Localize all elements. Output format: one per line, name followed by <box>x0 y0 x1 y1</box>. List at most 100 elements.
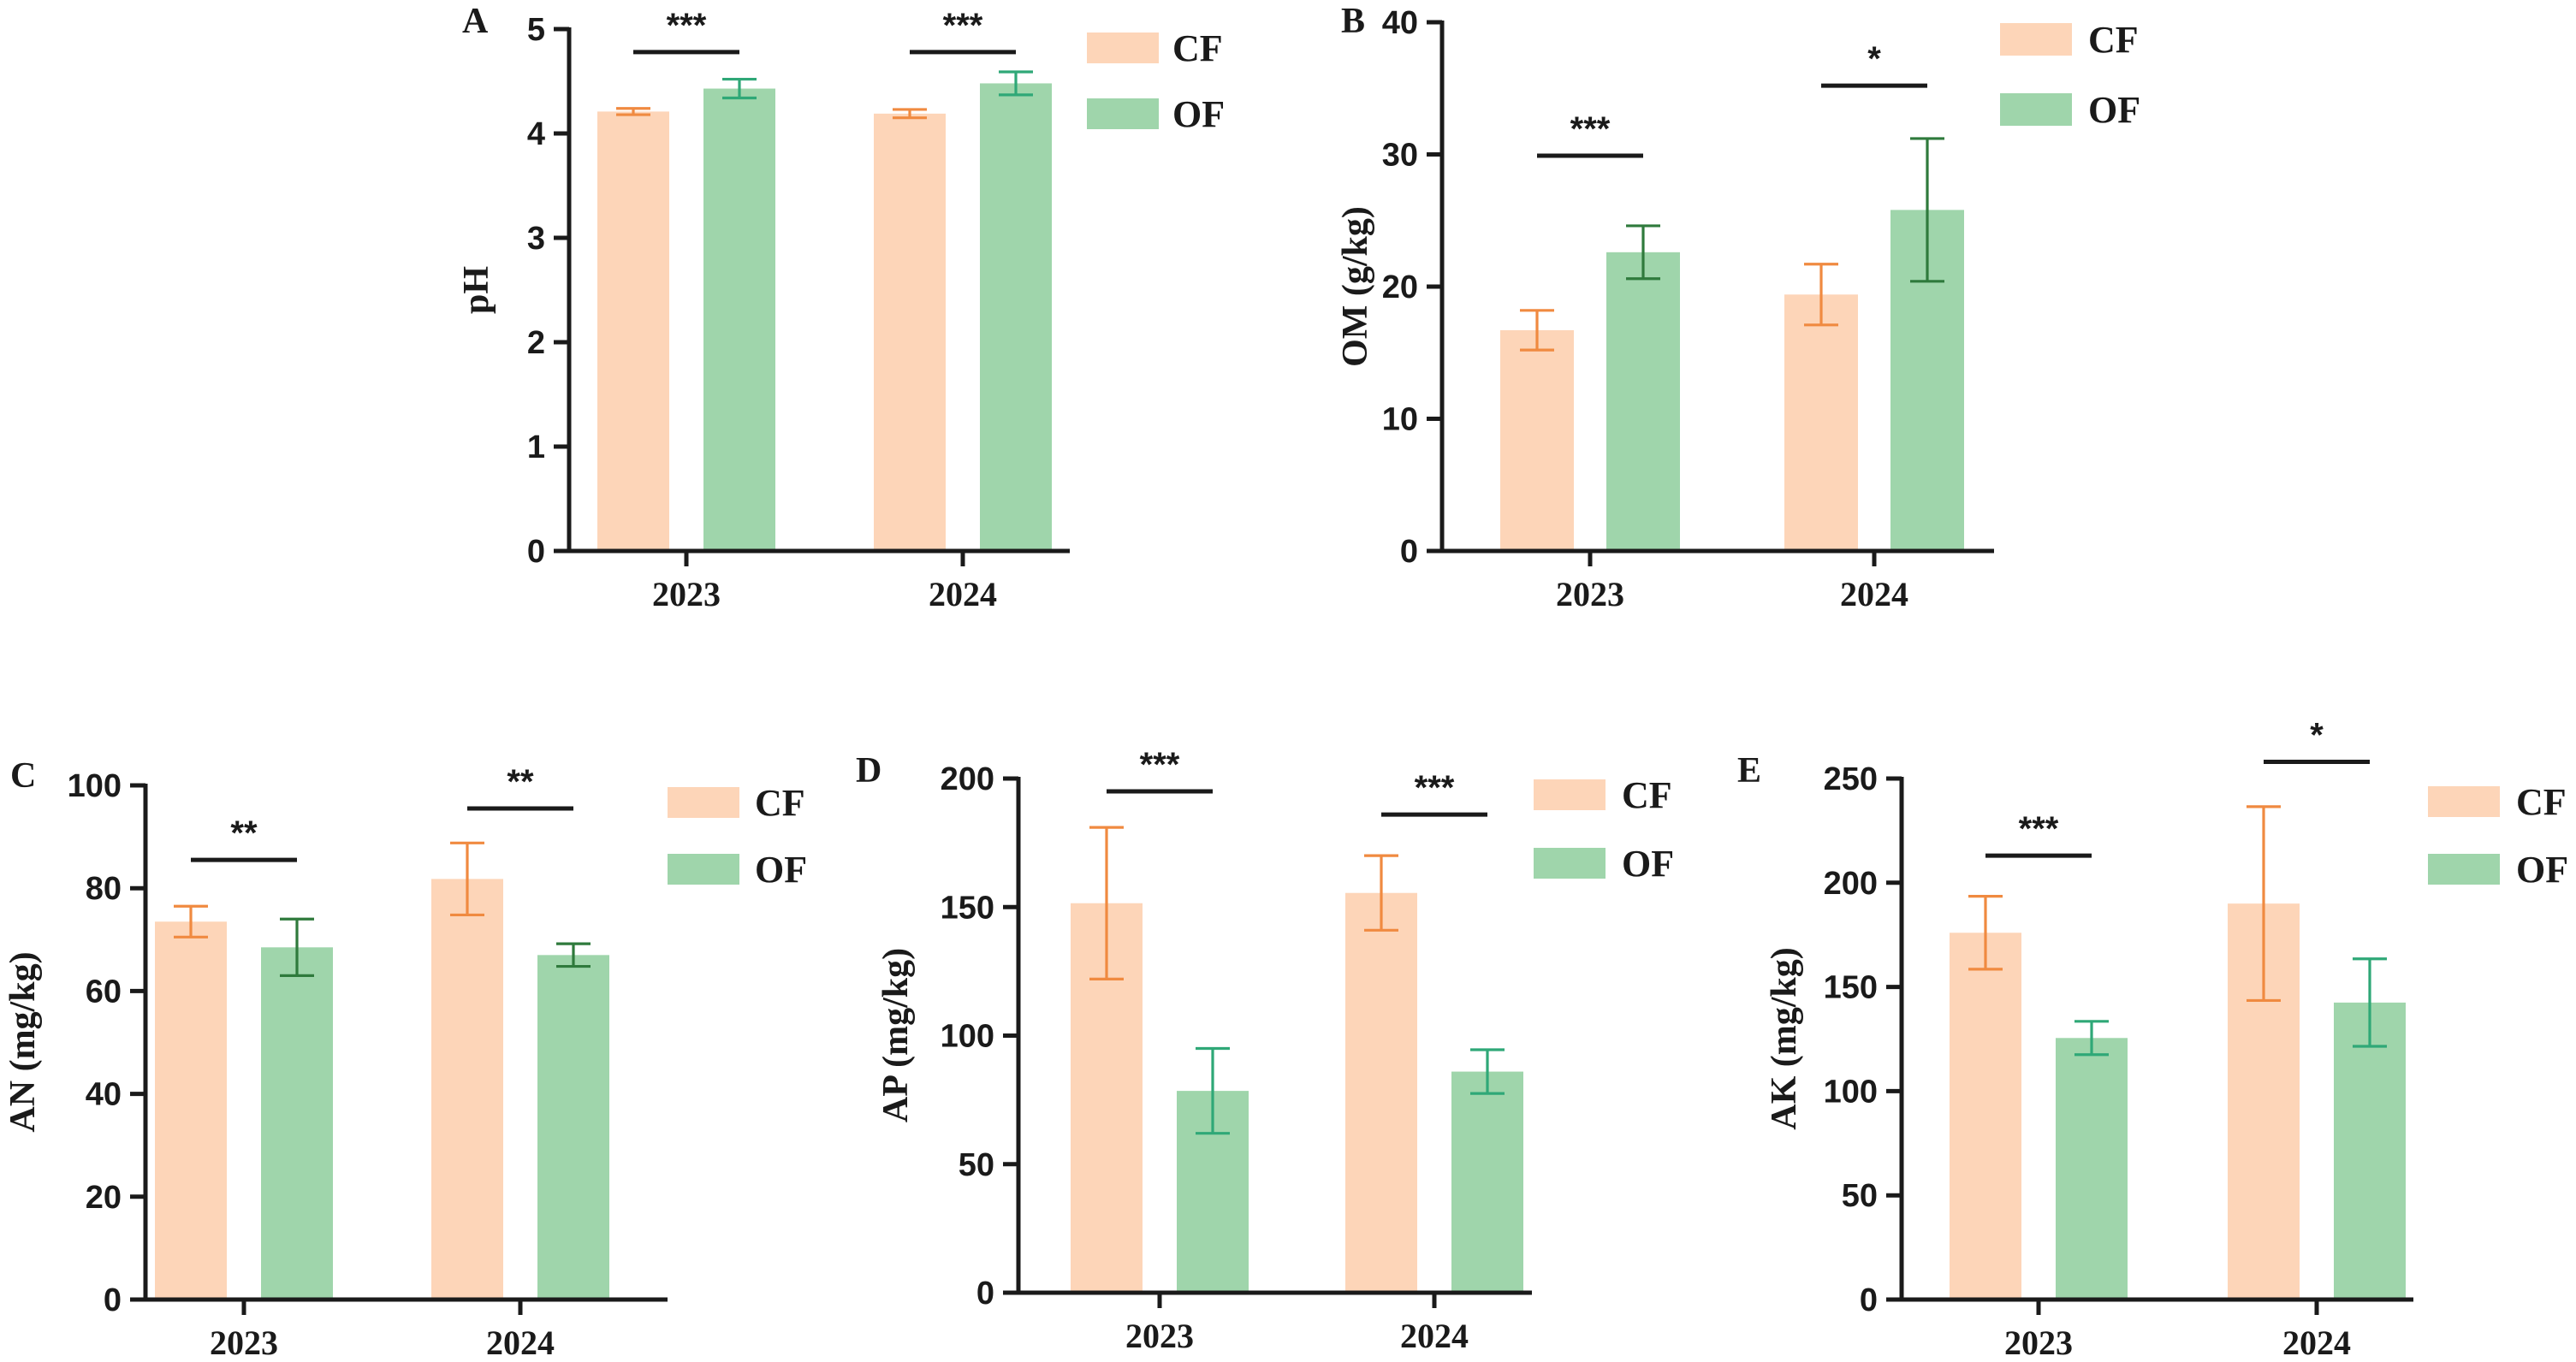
x-tick-label: 2024 <box>1840 575 1908 613</box>
y-tick-label: 5 <box>527 12 545 48</box>
bar-cf-2023 <box>1500 329 1574 551</box>
chart-panel-c: C 0 20 40 60 80 100 2023 2024 AN (mg/kg) ** ** CF OF <box>3 756 807 1362</box>
y-tick-label: 150 <box>1824 970 1878 1006</box>
y-tick-label: 0 <box>527 534 545 570</box>
y-tick-label: 100 <box>941 1019 994 1055</box>
x-tick-label: 2023 <box>2004 1324 2073 1362</box>
panel-letter: C <box>10 756 36 796</box>
bar-of-2024 <box>980 83 1052 551</box>
legend-label-cf: CF <box>2088 19 2139 61</box>
legend-swatch-of <box>1534 848 1606 879</box>
y-tick-label: 50 <box>959 1147 994 1183</box>
y-tick-label: 200 <box>941 761 994 797</box>
x-tick-label: 2023 <box>652 575 721 613</box>
legend-swatch-cf <box>668 787 739 818</box>
bar-of-2024 <box>537 955 609 1300</box>
y-tick-label: 0 <box>976 1276 994 1312</box>
error-bar-of-2024 <box>999 70 1033 97</box>
x-tick-label: 2024 <box>1400 1317 1469 1355</box>
error-bar-cf-2024 <box>1804 263 1838 327</box>
significance-label: ** <box>507 763 534 801</box>
y-tick-label: 10 <box>1382 402 1418 438</box>
legend: CF OF <box>1534 774 1674 885</box>
error-bar-of-2023 <box>280 917 314 977</box>
legend-swatch-cf <box>1087 33 1159 63</box>
y-tick-label: 20 <box>86 1180 122 1216</box>
error-bar-cf-2024 <box>1364 854 1398 932</box>
y-tick-label: 200 <box>1824 866 1878 902</box>
error-bar-cf-2023 <box>616 107 650 116</box>
x-tick-label: 2023 <box>1125 1317 1194 1355</box>
legend-swatch-of <box>668 854 739 885</box>
legend-swatch-of <box>2000 93 2072 126</box>
bar-of-2023 <box>1606 252 1680 551</box>
legend-label-of: OF <box>1622 843 1674 885</box>
y-tick-label: 1 <box>527 429 545 465</box>
error-bar-of-2024 <box>556 942 591 968</box>
legend-label-cf: CF <box>755 782 805 824</box>
y-tick-label: 3 <box>527 221 545 257</box>
legend: CF OF <box>1087 27 1225 135</box>
y-tick-label: 2 <box>527 325 545 361</box>
error-bar-cf-2023 <box>1520 309 1554 352</box>
y-tick-label: 0 <box>104 1282 122 1318</box>
significance-label: ** <box>230 814 258 852</box>
error-bar-of-2023 <box>1626 224 1660 281</box>
y-axis-title: OM (g/kg) <box>1336 206 1375 367</box>
bar-of-2024 <box>2334 1002 2406 1300</box>
significance-label: *** <box>2019 810 2059 848</box>
legend: CF OF <box>668 782 807 891</box>
legend: CF OF <box>2428 781 2568 891</box>
error-bar-cf-2023 <box>1089 826 1124 980</box>
error-bar-of-2024 <box>1910 137 1944 283</box>
panel-letter: E <box>1737 751 1761 791</box>
chart-panel-a: A 0 1 2 3 4 5 2023 2024 pH *** *** CF OF <box>457 2 1225 613</box>
error-bar-cf-2024 <box>893 108 927 120</box>
chart-panel-d: D 0 50 100 150 200 2023 2024 AP (mg/kg) *** *** CF O… <box>856 746 1674 1355</box>
error-bar-of-2023 <box>722 77 757 100</box>
y-tick-label: 100 <box>1824 1074 1878 1110</box>
bar-cf-2024 <box>431 879 503 1300</box>
y-tick-label: 4 <box>527 116 545 152</box>
x-tick-label: 2024 <box>2282 1324 2351 1362</box>
y-axis-title: pH <box>457 266 496 314</box>
error-bar-cf-2024 <box>450 841 484 917</box>
significance-label: * <box>1867 40 1881 78</box>
bar-cf-2024 <box>1345 892 1417 1293</box>
legend-label-cf: CF <box>1172 27 1223 69</box>
error-bar-of-2023 <box>1196 1046 1230 1135</box>
significance-label: *** <box>1140 746 1180 784</box>
panel-letter: D <box>856 751 881 791</box>
panel-letter: B <box>1341 2 1365 41</box>
error-bar-of-2024 <box>1470 1048 1505 1095</box>
legend-label-cf: CF <box>1622 774 1672 816</box>
y-tick-label: 40 <box>86 1077 122 1113</box>
legend: CF OF <box>2000 19 2140 131</box>
bar-of-2024 <box>1451 1071 1523 1293</box>
y-tick-label: 60 <box>86 974 122 1010</box>
y-tick-label: 250 <box>1824 761 1878 797</box>
y-tick-label: 20 <box>1382 269 1418 305</box>
significance-label: * <box>2310 717 2324 755</box>
bar-cf-2023 <box>155 921 227 1300</box>
legend-swatch-cf <box>1534 779 1606 810</box>
y-tick-label: 80 <box>86 871 122 907</box>
bar-of-2023 <box>2056 1038 2128 1300</box>
bar-of-2023 <box>703 88 775 552</box>
bar-cf-2023 <box>597 111 669 551</box>
bar-cf-2024 <box>1784 294 1858 551</box>
legend-swatch-of <box>2428 854 2500 885</box>
error-bar-of-2024 <box>2353 957 2387 1048</box>
legend-swatch-of <box>1087 98 1159 129</box>
y-tick-label: 100 <box>68 768 122 804</box>
bar-of-2023 <box>261 947 333 1300</box>
legend-label-of: OF <box>1172 93 1225 135</box>
y-tick-label: 40 <box>1382 5 1418 41</box>
legend-label-of: OF <box>2088 89 2140 131</box>
y-tick-label: 150 <box>941 890 994 926</box>
y-tick-label: 30 <box>1382 138 1418 174</box>
error-bar-of-2023 <box>2074 1020 2109 1057</box>
significance-label: *** <box>1415 769 1455 807</box>
bar-cf-2023 <box>1950 933 2021 1300</box>
